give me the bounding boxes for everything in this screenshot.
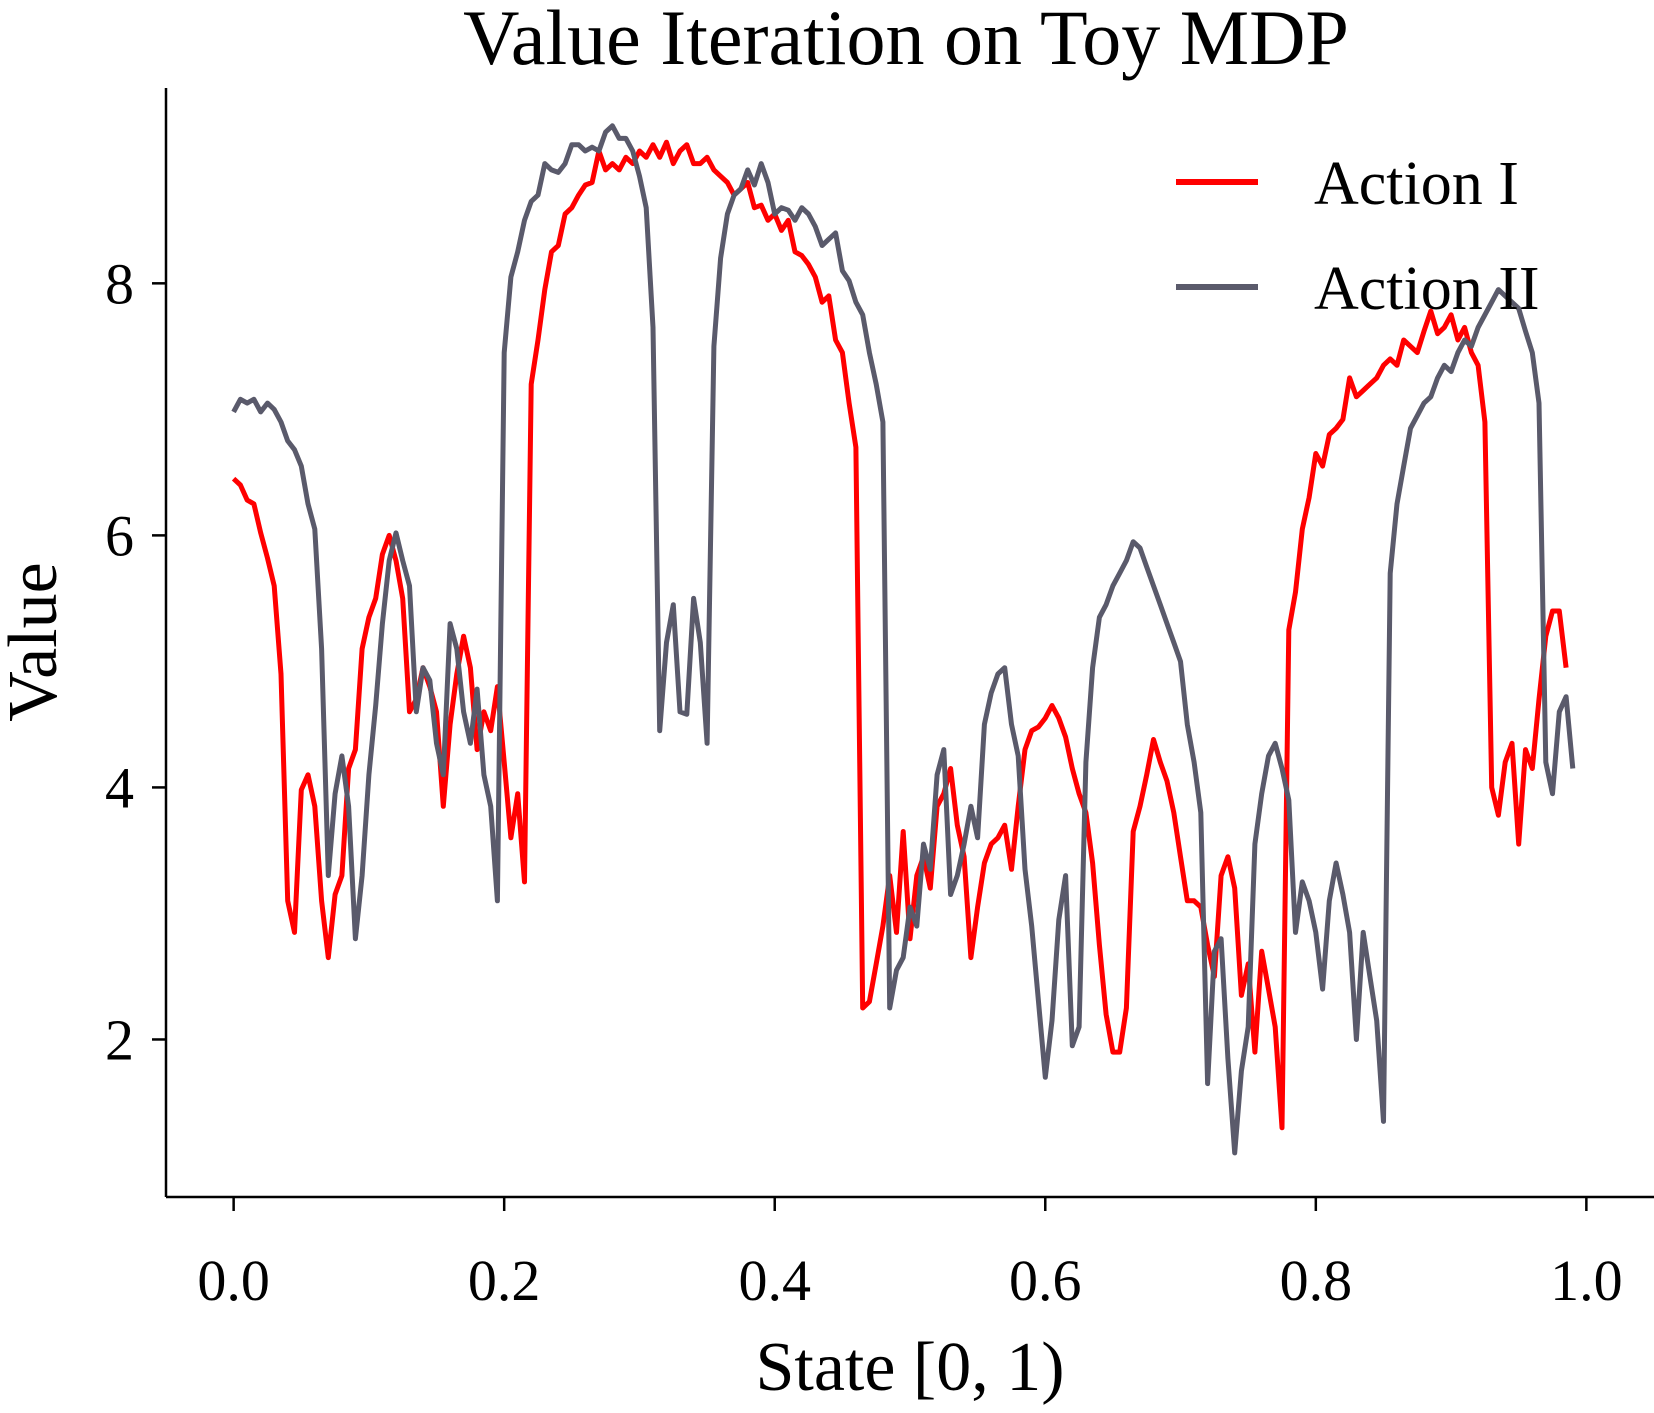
y-axis-label: Value — [0, 562, 72, 721]
y-tick-label: 2 — [105, 1007, 134, 1072]
x-tick-label: 0.0 — [197, 1248, 270, 1313]
legend-label-2: Action II — [1314, 255, 1540, 323]
x-axis-label: State [0, 1) — [755, 1329, 1064, 1406]
y-tick-label: 6 — [105, 503, 134, 568]
y-tick-label: 8 — [105, 251, 134, 316]
x-tick-label: 0.8 — [1280, 1248, 1353, 1313]
series-line-1 — [231, 139, 1569, 1131]
plot-area: 0.0 0.2 0.4 0.6 0.8 1.0 2 4 6 8 — [105, 88, 1654, 1313]
series-layer — [231, 123, 1576, 1156]
chart-title: Value Iteration on Toy MDP — [463, 0, 1349, 81]
legend: Action I Action II — [1176, 150, 1540, 323]
x-axis-ticks: 0.0 0.2 0.4 0.6 0.8 1.0 — [197, 1197, 1623, 1313]
x-tick-label: 1.0 — [1550, 1248, 1623, 1313]
series-line-2 — [231, 123, 1576, 1156]
x-tick-label: 0.2 — [468, 1248, 541, 1313]
x-tick-label: 0.6 — [1009, 1248, 1082, 1313]
y-axis-ticks: 2 4 6 8 — [105, 251, 166, 1072]
y-tick-label: 4 — [105, 755, 134, 820]
legend-label-1: Action I — [1314, 150, 1519, 218]
x-tick-label: 0.4 — [738, 1248, 811, 1313]
